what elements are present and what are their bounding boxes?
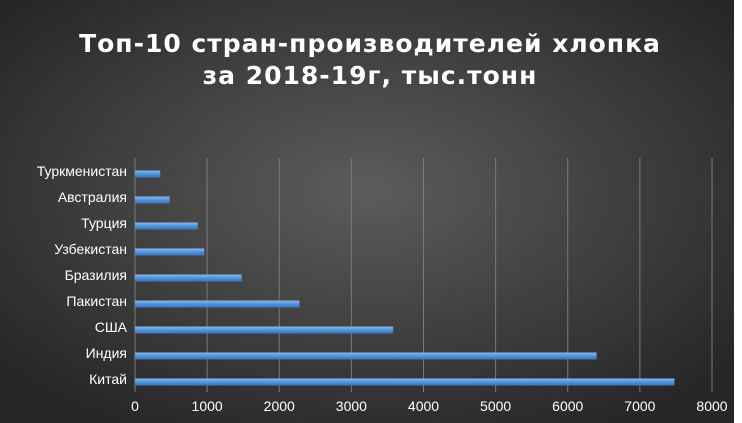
x-tick-label: 8000 xyxy=(696,398,727,414)
bar xyxy=(135,326,394,334)
category-label: Турция xyxy=(81,215,127,231)
bar xyxy=(135,352,597,360)
x-axis-tick-labels: 0 1000 2000 3000 4000 5000 6000 7000 8000 xyxy=(131,398,728,414)
bar xyxy=(135,222,198,230)
category-label: Туркменистан xyxy=(37,163,127,179)
category-label: Бразилия xyxy=(65,267,127,283)
bar xyxy=(135,196,170,204)
title-line-2: за 2018-19г, тыс.тонн xyxy=(203,61,538,90)
category-label: Пакистан xyxy=(66,293,127,309)
bars xyxy=(135,170,675,386)
bar xyxy=(135,378,675,386)
category-label: Китай xyxy=(89,371,127,387)
x-tick-label: 4000 xyxy=(408,398,439,414)
x-tick-label: 7000 xyxy=(624,398,655,414)
category-label: Австралия xyxy=(58,189,127,205)
bar xyxy=(135,274,242,282)
bar xyxy=(135,300,300,308)
x-tick-label: 6000 xyxy=(552,398,583,414)
bar xyxy=(135,170,161,178)
x-tick-label: 5000 xyxy=(480,398,511,414)
category-labels: Туркменистан Австралия Турция Узбекистан Бра… xyxy=(37,163,128,387)
x-tick-label: 0 xyxy=(131,398,139,414)
chart-title: Топ-10 стран-производителей хлопка за 20… xyxy=(79,29,661,90)
bar xyxy=(135,248,205,256)
x-tick-label: 3000 xyxy=(336,398,367,414)
x-tick-label: 1000 xyxy=(192,398,223,414)
title-line-1: Топ-10 стран-производителей хлопка xyxy=(79,29,661,58)
category-label: США xyxy=(95,319,128,335)
category-label: Узбекистан xyxy=(54,241,127,257)
page-margin xyxy=(734,0,742,423)
x-tick-label: 2000 xyxy=(264,398,295,414)
category-label: Индия xyxy=(86,345,127,361)
